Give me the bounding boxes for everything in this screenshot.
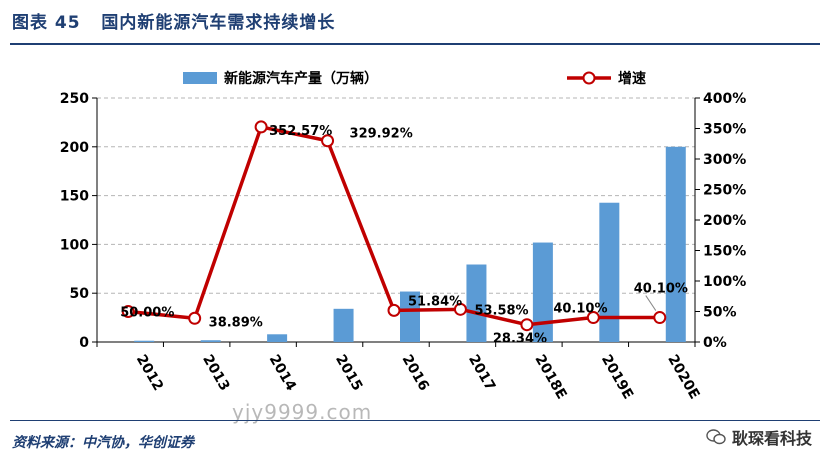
bar xyxy=(400,291,420,342)
right-axis-tick-label: 200% xyxy=(703,213,746,229)
right-axis-tick-label: 150% xyxy=(703,244,746,260)
wechat-icon xyxy=(706,429,726,445)
growth-data-label: 53.58% xyxy=(474,303,528,318)
left-axis-tick-label: 150 xyxy=(60,189,89,205)
bar xyxy=(466,264,487,342)
bar xyxy=(665,146,686,342)
bar xyxy=(267,334,288,342)
growth-data-label: 40.10% xyxy=(553,302,607,317)
growth-point xyxy=(387,303,401,317)
growth-line xyxy=(128,125,660,327)
bar xyxy=(134,340,155,342)
growth-point xyxy=(121,305,135,318)
legend-line-marker xyxy=(582,71,596,85)
growth-data-label: 50.00% xyxy=(120,306,174,321)
brand-name: 耿琛看科技 xyxy=(731,429,812,448)
left-axis-tick-label: 250 xyxy=(60,91,89,107)
legend-line-label: 增速 xyxy=(618,70,646,87)
legend-bar-label: 新能源汽车产量（万辆） xyxy=(224,70,378,87)
growth-point xyxy=(520,318,534,332)
chart-area: 0 50 100 150 200 250 0% 50% 100% 150% 200% 250% 300%… xyxy=(60,70,747,402)
right-axis-tick-label: 350% xyxy=(703,122,746,138)
x-axis-tick-label: 2019E xyxy=(598,352,636,402)
figure-number: 图表 45 xyxy=(12,13,81,33)
bar xyxy=(599,202,620,342)
x-axis-tick-label: 2020E xyxy=(664,352,702,402)
source-note: 资料来源：中汽协，华创证券 xyxy=(12,435,194,451)
growth-point xyxy=(254,120,268,134)
title-rule xyxy=(10,43,820,45)
chart-title: 图表 45 国内新能源汽车需求持续增长 xyxy=(12,8,335,33)
left-axis-tick-label: 50 xyxy=(70,286,90,302)
right-axis-tick-label: 0% xyxy=(703,335,727,351)
x-axis-tick-label: 2018E xyxy=(531,352,569,402)
growth-point xyxy=(321,134,335,148)
bar xyxy=(200,340,221,342)
brand-badge: 耿琛看科技 xyxy=(706,425,812,449)
growth-data-label: 38.89% xyxy=(209,315,263,330)
growth-data-label: 40.10% xyxy=(634,282,688,297)
growth-point xyxy=(653,311,667,325)
x-axis-tick-label: 2017 xyxy=(465,352,498,394)
legend-bar-swatch xyxy=(183,72,217,84)
right-axis-tick-label: 50% xyxy=(703,305,737,321)
x-axis-tick-label: 2013 xyxy=(199,352,232,394)
growth-point xyxy=(188,311,202,325)
right-axis-tick-label: 250% xyxy=(703,183,746,199)
bar xyxy=(532,242,553,342)
x-axis-tick-label: 2016 xyxy=(399,352,432,394)
bar xyxy=(333,308,354,342)
right-axis-tick-label: 400% xyxy=(703,91,746,107)
label-leader-line xyxy=(645,295,657,311)
x-axis-tick-label: 2014 xyxy=(266,352,299,394)
growth-data-label: 352.57% xyxy=(269,124,332,139)
growth-point xyxy=(586,311,600,325)
figure-title: 国内新能源汽车需求持续增长 xyxy=(101,13,336,33)
growth-data-label: 329.92% xyxy=(350,127,413,142)
growth-point xyxy=(453,302,467,316)
growth-data-label: 51.84% xyxy=(408,294,462,309)
left-axis-tick-label: 200 xyxy=(60,140,89,156)
left-axis-tick-label: 100 xyxy=(60,237,89,253)
x-axis-tick-label: 2015 xyxy=(332,352,365,394)
footer-rule xyxy=(10,420,820,421)
x-axis-tick-label: 2012 xyxy=(133,352,166,394)
right-axis-tick-label: 300% xyxy=(703,152,746,168)
growth-data-label: 28.34% xyxy=(493,332,547,347)
left-axis-tick-label: 0 xyxy=(79,335,89,351)
right-axis-tick-label: 100% xyxy=(703,274,746,290)
